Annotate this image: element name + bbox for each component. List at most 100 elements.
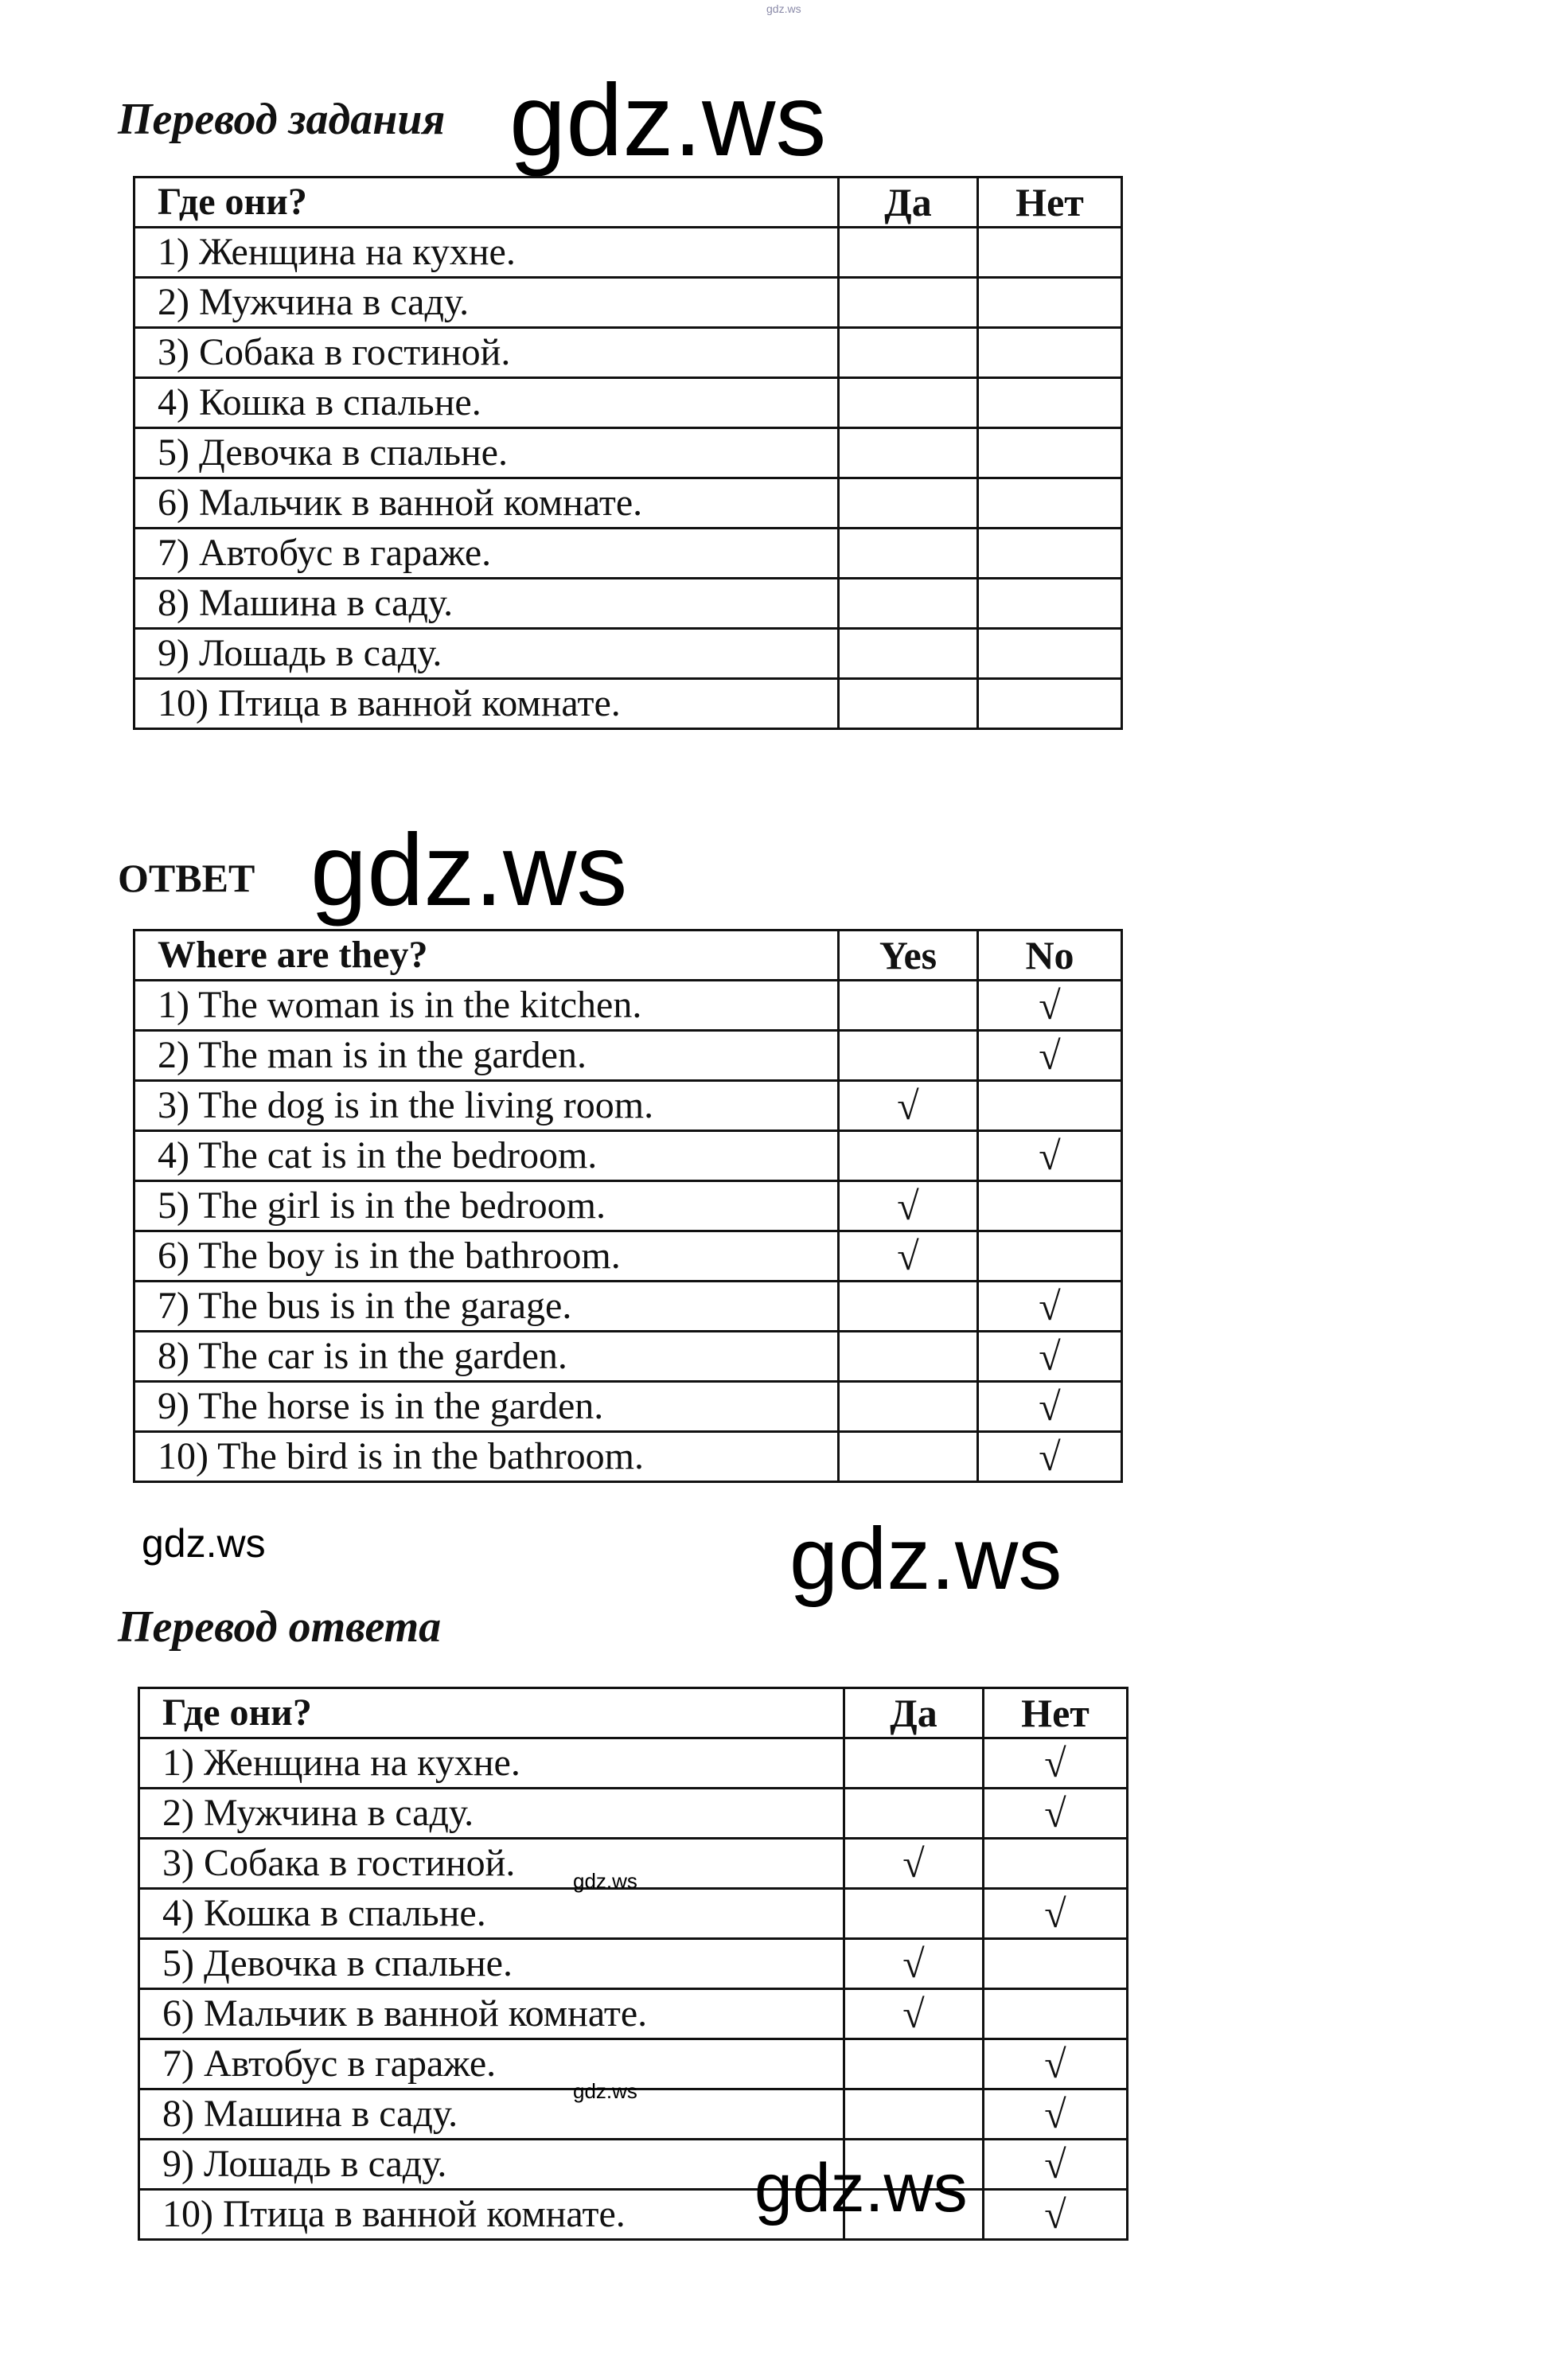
table-row: 2) The man is in the garden. √	[133, 1029, 1123, 1082]
yes-cell	[837, 427, 979, 479]
yes-cell	[837, 326, 979, 379]
table-row: 2) Мужчина в саду.	[133, 276, 1123, 329]
table-row: 8) Машина в саду. √	[138, 2088, 1128, 2140]
watermark: gdz.ws	[509, 64, 827, 178]
statement-cell: 10) Птица в ванной комнате.	[138, 2188, 845, 2241]
statement-cell: 9) Лошадь в саду.	[133, 627, 840, 680]
no-cell: √	[982, 1787, 1128, 1840]
yes-cell	[837, 1380, 979, 1433]
no-cell: √	[982, 1737, 1128, 1789]
statement-cell: 8) Машина в саду.	[133, 577, 840, 630]
watermark-tiny: gdz.ws	[573, 1869, 637, 1893]
table-row: 2) Мужчина в саду. √	[138, 1787, 1128, 1840]
answer-table: Where are they? Yes No 1) The woman is in t…	[133, 929, 1123, 1483]
no-cell: √	[982, 1887, 1128, 1940]
table-row: 5) Девочка в спальне. √	[138, 1937, 1128, 1990]
table-row: 8) Машина в саду.	[133, 577, 1123, 630]
table-row: 3) The dog is in the living room. √	[133, 1079, 1123, 1132]
yes-cell	[837, 1029, 979, 1082]
watermark: gdz.ws	[789, 1510, 1062, 1608]
table-row: 5) The girl is in the bedroom. √	[133, 1180, 1123, 1232]
statement-cell: 8) Машина в саду.	[138, 2088, 845, 2140]
yes-cell: √	[837, 1230, 979, 1282]
statement-cell: 2) Мужчина в саду.	[138, 1787, 845, 1840]
statement-cell: 4) Кошка в спальне.	[138, 1887, 845, 1940]
yes-cell	[837, 677, 979, 730]
table-row: 7) The bus is in the garage. √	[133, 1280, 1123, 1332]
section2-title: ОТВЕТ	[118, 856, 255, 900]
table-row: 9) Лошадь в саду.	[133, 627, 1123, 680]
yes-header: Да	[843, 1687, 984, 1739]
yes-cell	[837, 1430, 979, 1483]
yes-cell	[837, 1130, 979, 1182]
watermark-small: gdz.ws	[142, 1521, 266, 1566]
no-cell	[976, 677, 1123, 730]
table-row: 9) Лошадь в саду. √	[138, 2138, 1128, 2191]
statement-cell: 3) The dog is in the living room.	[133, 1079, 840, 1132]
statement-cell: 7) The bus is in the garage.	[133, 1280, 840, 1332]
yes-cell: √	[837, 1180, 979, 1232]
yes-cell: √	[843, 1937, 984, 1990]
no-cell: √	[976, 1430, 1123, 1483]
no-cell	[982, 1988, 1128, 2040]
header-row: Где они? Да Нет	[133, 176, 1123, 228]
statement-cell: 10) Птица в ванной комнате.	[133, 677, 840, 730]
statement-cell: 10) The bird is in the bathroom.	[133, 1430, 840, 1483]
statement-cell: 4) Кошка в спальне.	[133, 377, 840, 429]
yes-cell	[837, 979, 979, 1032]
no-cell: √	[976, 1280, 1123, 1332]
statement-cell: 6) Мальчик в ванной комнате.	[138, 1988, 845, 2040]
no-cell	[976, 276, 1123, 329]
table-row: 10) Птица в ванной комнате.	[133, 677, 1123, 730]
no-header: Нет	[976, 176, 1123, 228]
yes-cell	[837, 527, 979, 579]
table-row: 4) Кошка в спальне.	[133, 377, 1123, 429]
watermark: gdz.ws	[310, 813, 628, 927]
no-cell: √	[976, 1380, 1123, 1433]
yes-cell	[843, 1737, 984, 1789]
yes-cell	[837, 226, 979, 279]
no-header: Нет	[982, 1687, 1128, 1739]
question-header: Где они?	[133, 176, 840, 228]
no-cell	[976, 1079, 1123, 1132]
watermark: gdz.ws	[754, 2150, 968, 2226]
yes-cell	[843, 2088, 984, 2140]
statement-cell: 5) Девочка в спальне.	[138, 1937, 845, 1990]
table-row: 7) Автобус в гараже. √	[138, 2038, 1128, 2090]
watermark-tiny: gdz.ws	[573, 2079, 637, 2103]
statement-cell: 4) The cat is in the bedroom.	[133, 1130, 840, 1182]
no-cell	[976, 477, 1123, 529]
header-row: Where are they? Yes No	[133, 929, 1123, 981]
yes-cell: √	[837, 1079, 979, 1132]
yes-cell	[837, 577, 979, 630]
statement-cell: 2) The man is in the garden.	[133, 1029, 840, 1082]
no-cell: √	[976, 1330, 1123, 1383]
statement-cell: 6) Мальчик в ванной комнате.	[133, 477, 840, 529]
statement-cell: 1) The woman is in the kitchen.	[133, 979, 840, 1032]
task-table: Где они? Да Нет 1) Женщина на кухне. 2) Мужч…	[133, 176, 1123, 730]
no-cell: √	[982, 2038, 1128, 2090]
yes-cell	[843, 1787, 984, 1840]
yes-cell	[843, 2138, 984, 2191]
answer-translation-table: Где они? Да Нет 1) Женщина на кухне. √ 2) Муж…	[138, 1687, 1128, 2241]
no-cell	[976, 1230, 1123, 1282]
statement-cell: 5) Девочка в спальне.	[133, 427, 840, 479]
no-cell	[976, 627, 1123, 680]
no-cell	[976, 326, 1123, 379]
no-cell	[976, 577, 1123, 630]
statement-cell: 6) The boy is in the bathroom.	[133, 1230, 840, 1282]
header-row: Где они? Да Нет	[138, 1687, 1128, 1739]
yes-cell	[837, 377, 979, 429]
no-cell: √	[982, 2138, 1128, 2191]
no-cell: √	[982, 2188, 1128, 2241]
question-header: Where are they?	[133, 929, 840, 981]
no-cell	[982, 1937, 1128, 1990]
statement-cell: 7) Автобус в гараже.	[138, 2038, 845, 2090]
no-cell	[976, 377, 1123, 429]
table-row: 9) The horse is in the garden. √	[133, 1380, 1123, 1433]
table-row: 10) The bird is in the bathroom. √	[133, 1430, 1123, 1483]
no-cell: √	[976, 1130, 1123, 1182]
no-cell: √	[976, 979, 1123, 1032]
statement-cell: 9) The horse is in the garden.	[133, 1380, 840, 1433]
table-row: 4) The cat is in the bedroom. √	[133, 1130, 1123, 1182]
